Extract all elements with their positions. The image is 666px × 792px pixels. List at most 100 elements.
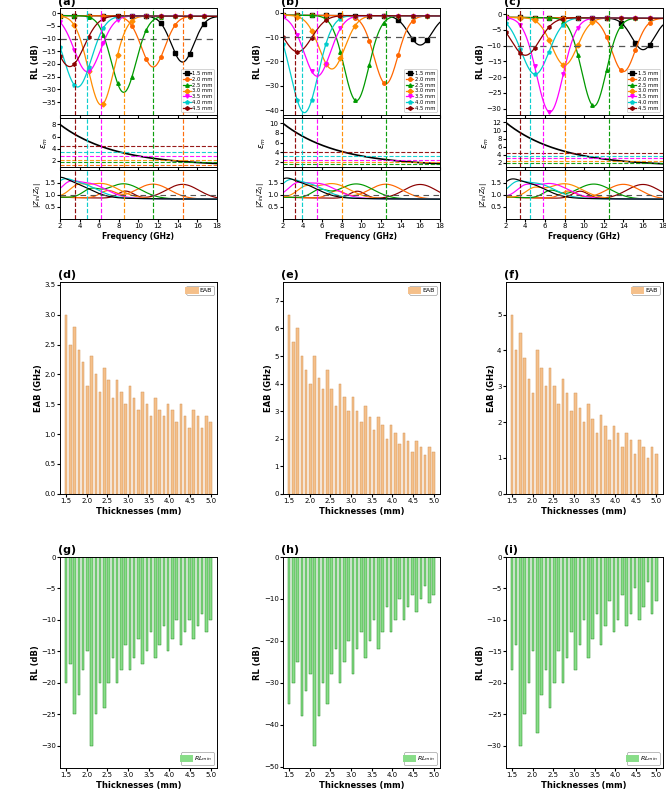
Bar [591,557,594,639]
Bar [129,386,131,493]
Bar [82,557,85,670]
Bar [86,386,89,493]
Bar [339,383,341,493]
Bar [428,557,431,604]
Bar [583,557,585,620]
Bar [398,557,401,599]
Y-axis label: $|Z_{in}/Z_0|$: $|Z_{in}/Z_0|$ [32,182,43,208]
Bar [309,383,312,493]
Bar [210,422,212,493]
Y-axis label: EAB (GHz): EAB (GHz) [34,364,43,412]
Bar [296,557,299,662]
Bar [553,386,555,493]
Bar [532,557,534,651]
Bar [634,455,637,493]
Bar [300,356,303,493]
Bar [167,557,169,651]
Bar [196,557,199,626]
Bar [432,557,435,595]
Bar [107,380,110,493]
Bar [394,433,396,493]
Bar [171,557,174,639]
Bar [78,351,80,493]
Bar [69,557,72,664]
Bar [347,411,350,493]
Text: (h): (h) [281,545,300,555]
Bar [163,416,165,493]
Legend: 1.5 mm, 2.0 mm, 2.5 mm, 3.0 mm, 3.5 mm, 4.0 mm, 4.5 mm: 1.5 mm, 2.0 mm, 2.5 mm, 3.0 mm, 3.5 mm, … [181,70,214,112]
Bar [402,433,405,493]
Bar [155,398,157,493]
X-axis label: Thicknesses (mm): Thicknesses (mm) [318,507,404,516]
Bar [141,557,144,664]
Bar [527,557,530,683]
Bar [82,363,85,493]
Bar [557,404,560,493]
Bar [613,425,615,493]
Bar [150,557,153,633]
Bar [184,416,186,493]
Bar [296,329,299,493]
Bar [557,557,560,651]
Bar [382,425,384,493]
Bar [347,557,350,641]
X-axis label: Thicknesses (mm): Thicknesses (mm) [96,507,181,516]
Bar [638,557,641,620]
Bar [352,557,354,674]
Bar [553,557,555,683]
Bar [150,416,153,493]
Legend: $RL_{min}$: $RL_{min}$ [404,752,437,765]
Bar [532,394,534,493]
Bar [112,398,114,493]
Bar [292,342,294,493]
Bar [643,557,645,607]
Bar [65,557,67,683]
Bar [103,368,106,493]
Y-axis label: $|Z_{in}/Z_0|$: $|Z_{in}/Z_0|$ [478,182,489,208]
Legend: $RL_{min}$: $RL_{min}$ [181,752,214,765]
Bar [137,557,140,639]
Bar [536,351,539,493]
Bar [625,432,628,493]
Y-axis label: EAB (GHz): EAB (GHz) [264,364,273,412]
Bar [638,440,641,493]
Bar [630,557,632,614]
Bar [322,557,324,683]
Bar [416,441,418,493]
Bar [570,411,573,493]
Bar [99,557,101,683]
Bar [621,557,623,595]
Bar [356,411,358,493]
Bar [549,368,551,493]
Bar [630,440,632,493]
X-axis label: Thicknesses (mm): Thicknesses (mm) [541,507,627,516]
Bar [318,378,320,493]
Bar [634,557,637,588]
Bar [515,557,517,645]
X-axis label: Frequency (GHz): Frequency (GHz) [548,232,620,241]
Bar [95,375,97,493]
Bar [129,557,131,670]
Bar [146,557,148,651]
Bar [288,557,290,704]
Bar [125,557,127,645]
Bar [398,444,401,493]
Bar [78,557,80,695]
Bar [424,557,426,586]
Bar [595,557,598,614]
Bar [326,370,328,493]
Bar [368,417,371,493]
Bar [364,557,367,657]
Bar [570,557,573,633]
Y-axis label: RL (dB): RL (dB) [476,44,486,79]
Bar [180,557,182,645]
Text: (b): (b) [281,0,300,7]
Bar [373,430,376,493]
Bar [600,415,603,493]
Legend: $RL_{min}$: $RL_{min}$ [627,752,659,765]
Bar [420,447,422,493]
Text: (i): (i) [504,545,518,555]
Y-axis label: RL (dB): RL (dB) [253,44,262,79]
Y-axis label: $\varepsilon_m$: $\varepsilon_m$ [258,137,268,149]
Bar [201,557,203,614]
